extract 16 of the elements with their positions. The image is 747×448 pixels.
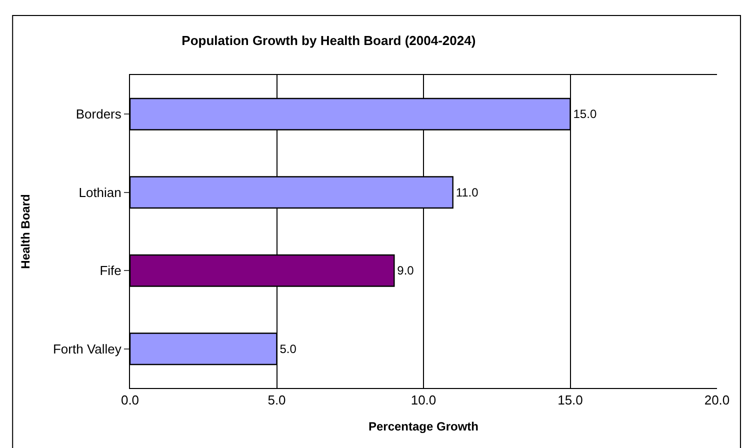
chart-title: Population Growth by Health Board (2004-2024) bbox=[182, 32, 476, 48]
y-tick-label: Fife bbox=[100, 263, 122, 278]
data-label: 5.0 bbox=[280, 342, 297, 356]
y-tick-label: Lothian bbox=[78, 184, 122, 200]
x-tick-label: 20.0 bbox=[704, 392, 730, 408]
x-tick-label: 5.0 bbox=[268, 392, 286, 408]
data-label: 11.0 bbox=[456, 185, 479, 200]
data-label: 15.0 bbox=[573, 107, 597, 122]
y-axis-title: Health Board bbox=[18, 194, 32, 269]
y-tick-label: Borders bbox=[76, 106, 122, 122]
data-label: 9.0 bbox=[397, 264, 414, 278]
x-tick-label: 0.0 bbox=[120, 392, 140, 408]
x-tick-label: 10.0 bbox=[410, 392, 436, 408]
x-axis-title: Percentage Growth bbox=[368, 420, 479, 434]
x-tick-label: 15.0 bbox=[558, 392, 583, 408]
y-tick-label: Forth Valley bbox=[52, 341, 122, 356]
